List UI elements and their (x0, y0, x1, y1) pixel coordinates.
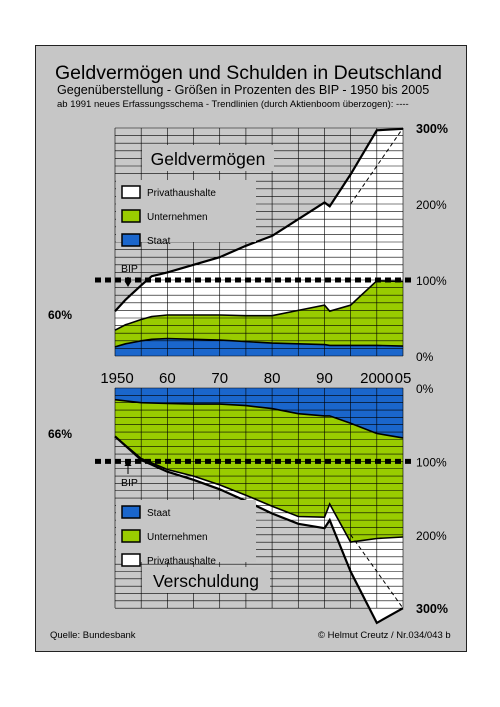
debt-bip-label: BIP (121, 477, 138, 489)
assets-bip-arrowhead (124, 281, 132, 287)
debt-title-bg (142, 567, 270, 593)
chart-title: Geldvermögen und Schulden in Deutschland (55, 62, 443, 84)
x-tick-label: 05 (395, 370, 412, 387)
debt-legend-swatch (121, 529, 141, 543)
assets-ytick: 200% (416, 198, 447, 212)
assets-panel (95, 127, 412, 357)
assets-start-label: 60% (48, 308, 72, 322)
assets-title-bg (142, 145, 274, 171)
chart-subtitle: Gegenüberstellung - Größen in Prozenten … (57, 83, 430, 97)
chart-note: ab 1991 neues Erfassungsschema - Trendli… (57, 99, 409, 110)
debt-ytick: 0% (416, 382, 434, 396)
debt-area-unternehmen (115, 399, 403, 543)
debt-legend-label-staat: Staat (147, 508, 171, 519)
debt-line-staat (114, 398, 404, 439)
debt-legend-label-unternehmen: Unternehmen (147, 532, 208, 543)
assets-bip-label: BIP (121, 263, 138, 275)
debt-legend-swatch (121, 505, 141, 519)
assets-trend-line (350, 127, 404, 205)
debt-line-unternehmen (114, 435, 404, 543)
x-tick-label: 1950 (100, 370, 133, 387)
x-tick-label: 70 (211, 370, 228, 387)
assets-legend-label-staat: Staat (147, 236, 171, 247)
assets-legend-swatch (121, 185, 141, 199)
debt-ytick: 300% (416, 602, 448, 616)
assets-legend-label-privathaushalte: Privathaushalte (147, 188, 216, 199)
assets-legend-label-unternehmen: Unternehmen (147, 212, 208, 223)
assets-legend-swatch (121, 209, 141, 223)
assets-area-unternehmen (115, 280, 403, 347)
assets-ytick: 0% (416, 350, 434, 364)
x-tick-label: 90 (316, 370, 333, 387)
assets-line-unternehmen (114, 279, 404, 331)
assets-ytick: 100% (416, 274, 447, 288)
x-tick-label: 60 (159, 370, 176, 387)
assets-title: Geldvermögen (151, 149, 266, 169)
debt-area-privathaushalte (115, 436, 403, 623)
assets-ytick: 300% (416, 122, 448, 136)
debt-bip-arrowhead (124, 460, 132, 466)
debt-start-label: 66% (48, 427, 72, 441)
source-label: Quelle: Bundesbank (50, 630, 136, 641)
debt-legend-swatch (121, 553, 141, 567)
x-tick-label: 2000 (360, 370, 393, 387)
credit-label: © Helmut Creutz / Nr.034/043 b (318, 630, 451, 641)
debt-ytick: 200% (416, 529, 447, 543)
assets-legend-swatch (121, 233, 141, 247)
assets-line-privathaushalte (114, 127, 404, 312)
debt-line-privathaushalte (114, 435, 404, 625)
debt-ytick: 100% (416, 455, 447, 469)
x-tick-label: 80 (264, 370, 281, 387)
assets-area-staat (115, 338, 403, 356)
debt-area-staat (115, 388, 403, 438)
debt-panel (95, 387, 412, 625)
debt-trend-line (350, 534, 404, 609)
debt-legend-label-privathaushalte: Privathaushalte (147, 556, 216, 567)
assets-line-staat (114, 337, 404, 348)
debt-title: Verschuldung (153, 571, 259, 591)
